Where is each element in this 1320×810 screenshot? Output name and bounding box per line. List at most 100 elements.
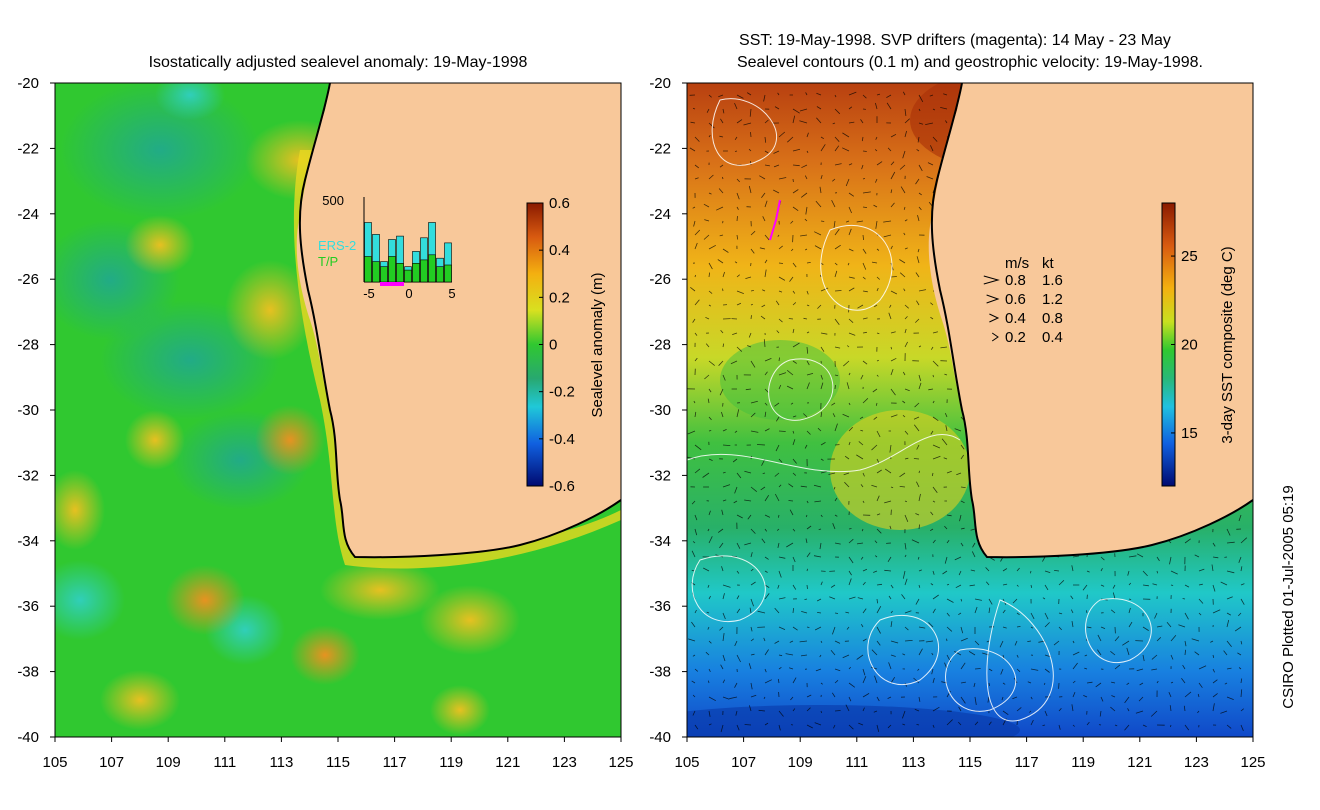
inset-bar-tp [436, 266, 444, 283]
left-lat-tick-label: -32 [17, 467, 39, 484]
plot-credit: CSIRO Plotted 01-Jul-2005 05:19 [1280, 485, 1297, 708]
right-lat-tick-label: -38 [649, 664, 671, 681]
inset-ymax-label: 500 [322, 193, 344, 208]
legend-arrow-icon [983, 275, 1000, 285]
inset-bar-tp [372, 261, 380, 283]
left-lon-tick-label: 123 [552, 754, 577, 771]
slaTicks-label: -0.4 [549, 431, 575, 448]
left-lon-tick-label: 111 [213, 754, 236, 771]
left-lat-tick-label: -28 [17, 337, 39, 354]
inset-bar-tp [404, 269, 412, 283]
legend-speed-ms: 0.6 [1005, 291, 1026, 308]
right-panel-title-line2: Sealevel contours (0.1 m) and geostrophi… [737, 54, 1203, 71]
right-lat-tick-label: -20 [649, 75, 671, 92]
inset-xtick-0: 0 [405, 286, 412, 301]
slaTicks-label: 0.6 [549, 195, 570, 212]
left-lat-tick-label: -40 [17, 729, 39, 746]
inset-bars [364, 222, 452, 283]
svp-drifter-track [769, 199, 781, 241]
sst-colorbar: 25 20 15 3-day SST composite (deg C) [1161, 202, 1236, 487]
right-lon-tick-label: 109 [788, 754, 813, 771]
slaTicks-label: -0.6 [549, 478, 575, 495]
slaTicks-label: 0.2 [549, 289, 570, 306]
right-lat-tick-label: -36 [649, 598, 671, 615]
sst-colorbar-label: 3-day SST composite (deg C) [1219, 246, 1236, 443]
right-lon-tick-label: 119 [1071, 754, 1095, 771]
right-lat-tick-label: -22 [649, 140, 671, 157]
inset-legend-tp: T/P [318, 254, 338, 269]
left-lat-tick-label: -34 [17, 533, 39, 550]
right-lon-tick-label: 113 [901, 754, 925, 771]
drifter-window-marker [380, 282, 404, 286]
left-lon-tick-label: 109 [156, 754, 181, 771]
legend-speed-kt: 0.8 [1042, 310, 1063, 327]
sstTicks-label: 20 [1181, 337, 1198, 354]
right-lon-tick-label: 115 [958, 754, 982, 771]
inset-bar-tp [428, 254, 436, 283]
right-lat-tick-label: -30 [649, 402, 671, 419]
legend-speed-kt: 0.4 [1042, 329, 1063, 346]
left-lat-tick-label: -22 [17, 140, 39, 157]
legend-arrow-icon [991, 332, 999, 342]
legend-arrow-icon [989, 313, 1000, 323]
legend-speed-ms: 0.8 [1005, 272, 1026, 289]
data-coverage-inset: 500 ERS-2 T/P -5 0 5 [318, 193, 456, 301]
inset-bar-tp [420, 259, 428, 283]
left-lon-tick-label: 125 [608, 754, 633, 771]
left-lon-tick-label: 119 [439, 754, 463, 771]
inset-xtick-5: 5 [448, 286, 455, 301]
left-lon-tick-label: 107 [99, 754, 124, 771]
right-lon-tick-label: 121 [1127, 754, 1152, 771]
legend-speed-kt: 1.6 [1042, 272, 1063, 289]
right-lon-tick-label: 125 [1240, 754, 1265, 771]
right-lon-tick-label: 111 [845, 754, 868, 771]
legend-speed-ms: 0.4 [1005, 310, 1026, 327]
legend-header-ms: m/s [1005, 255, 1029, 272]
right-lat-tick-label: -24 [649, 206, 671, 223]
left-lon-tick-label: 117 [383, 754, 407, 771]
inset-bar-tp [380, 266, 388, 283]
slaTicks-label: 0 [549, 337, 557, 354]
left-lat-tick-label: -24 [17, 206, 39, 223]
sealevel-colorbar-label: Sealevel anomaly (m) [589, 272, 606, 417]
right-panel-title-line1: SST: 19-May-1998. SVP drifters (magenta)… [739, 32, 1171, 49]
legend-header-kt: kt [1042, 255, 1055, 272]
sealevel-contours [687, 98, 1152, 722]
inset-xtick-m5: -5 [363, 286, 375, 301]
velocity-legend: m/s kt 0.8 1.6 0.6 1.2 0.4 0.8 0.2 0.4 [983, 255, 1063, 346]
sstTicks-label: 15 [1181, 425, 1198, 442]
legend-speed-kt: 1.2 [1042, 291, 1063, 308]
left-lat-tick-label: -20 [17, 75, 39, 92]
left-panel-title: Isostatically adjusted sealevel anomaly:… [149, 54, 528, 71]
right-lat-tick-label: -40 [649, 729, 671, 746]
sealevel-colorbar: 0.6 0.4 0.2 0 -0.2 -0.4 -0.6 Sealevel anomaly … [526, 195, 606, 495]
inset-bar-tp [364, 256, 372, 283]
left-lon-tick-label: 121 [495, 754, 520, 771]
left-lat-tick-label: -36 [17, 598, 39, 615]
right-lat-tick-label: -34 [649, 533, 671, 550]
sstTicks-label: 25 [1181, 248, 1198, 265]
left-lat-tick-label: -30 [17, 402, 39, 419]
legend-speed-ms: 0.2 [1005, 329, 1026, 346]
slaTicks-label: -0.2 [549, 384, 575, 401]
left-lon-tick-label: 105 [42, 754, 67, 771]
inset-bar-tp [388, 256, 396, 283]
inset-bar-tp [396, 262, 404, 283]
sst-map [687, 83, 1253, 737]
inset-bar-tp [444, 264, 452, 283]
right-lon-tick-label: 123 [1184, 754, 1209, 771]
legend-arrow-icon [986, 294, 1000, 304]
inset-bar-tp [412, 262, 420, 283]
right-lat-tick-label: -32 [649, 467, 671, 484]
right-lat-tick-label: -28 [649, 337, 671, 354]
right-lon-tick-label: 117 [1015, 754, 1039, 771]
land-mass [928, 83, 1253, 558]
left-lon-tick-label: 113 [269, 754, 293, 771]
slaTicks-label: 0.4 [549, 242, 570, 259]
right-lon-tick-label: 107 [731, 754, 756, 771]
left-lon-tick-label: 115 [326, 754, 350, 771]
left-lat-tick-label: -26 [17, 271, 39, 288]
